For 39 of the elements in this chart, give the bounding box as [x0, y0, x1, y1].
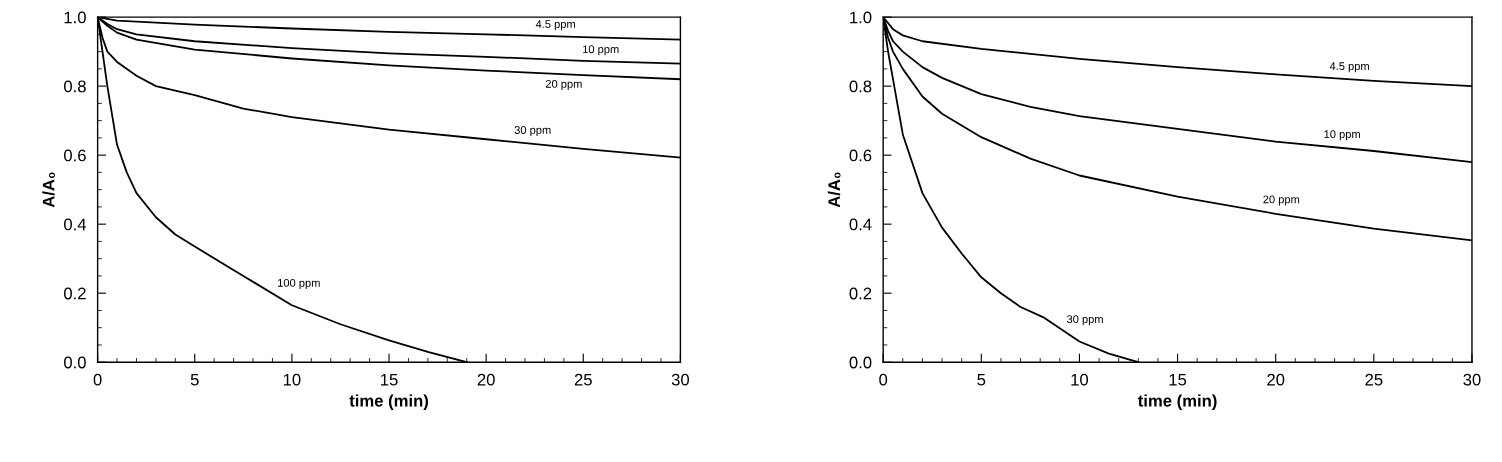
y-tick-label: 0.8: [64, 80, 86, 93]
x-tick-label: 30: [1463, 373, 1481, 386]
annotation: 20 ppm: [1263, 195, 1300, 206]
annotation: 100 ppm: [278, 278, 320, 290]
annotation: 30 ppm: [514, 126, 551, 137]
annotation: 4.5 ppm: [535, 20, 575, 31]
y-tick-label: 0.0: [64, 356, 86, 369]
x-axis-title: time (min): [349, 394, 429, 410]
y-tick-label: 0.6: [64, 149, 86, 162]
x-tick-label: 10: [1071, 373, 1089, 386]
y-tick-label: 0.2: [64, 287, 86, 300]
x-tick-label: 10: [283, 373, 301, 386]
x-tick-label: 5: [977, 373, 986, 386]
y-tick-label: 0.6: [849, 149, 872, 162]
annotation: 20 ppm: [545, 79, 582, 90]
x-tick-label: 25: [1365, 373, 1383, 386]
annotation: 10 ppm: [583, 45, 619, 56]
x-tick-label: 5: [190, 373, 199, 386]
x-tick-label: 0: [879, 373, 888, 386]
y-tick-label: 0.4: [849, 218, 872, 231]
y-tick-label: 1.0: [850, 11, 872, 24]
y-tick-label: 0.8: [849, 80, 872, 93]
x-tick-label: 30: [671, 373, 690, 386]
x-tick-label: 20: [477, 373, 495, 386]
y-axis-title: A/A₀: [827, 172, 841, 208]
y-tick-label: 0.2: [849, 287, 872, 300]
x-tick-label: 15: [381, 373, 398, 386]
annotation: 30 ppm: [1066, 315, 1103, 326]
x-tick-label: 20: [1267, 373, 1285, 386]
y-axis-title: A/A₀: [42, 172, 55, 208]
y-tick-label: 1.0: [64, 11, 86, 24]
y-tick-label: 0.4: [64, 218, 87, 231]
annotation: 10 ppm: [1324, 130, 1360, 141]
annotation: 4.5 ppm: [1329, 62, 1369, 73]
y-tick-label: 0.0: [849, 356, 872, 369]
x-tick-label: 25: [574, 373, 592, 386]
x-axis-title: time (min): [1137, 394, 1217, 410]
x-tick-label: 0: [93, 373, 102, 386]
x-tick-label: 15: [1169, 373, 1187, 386]
